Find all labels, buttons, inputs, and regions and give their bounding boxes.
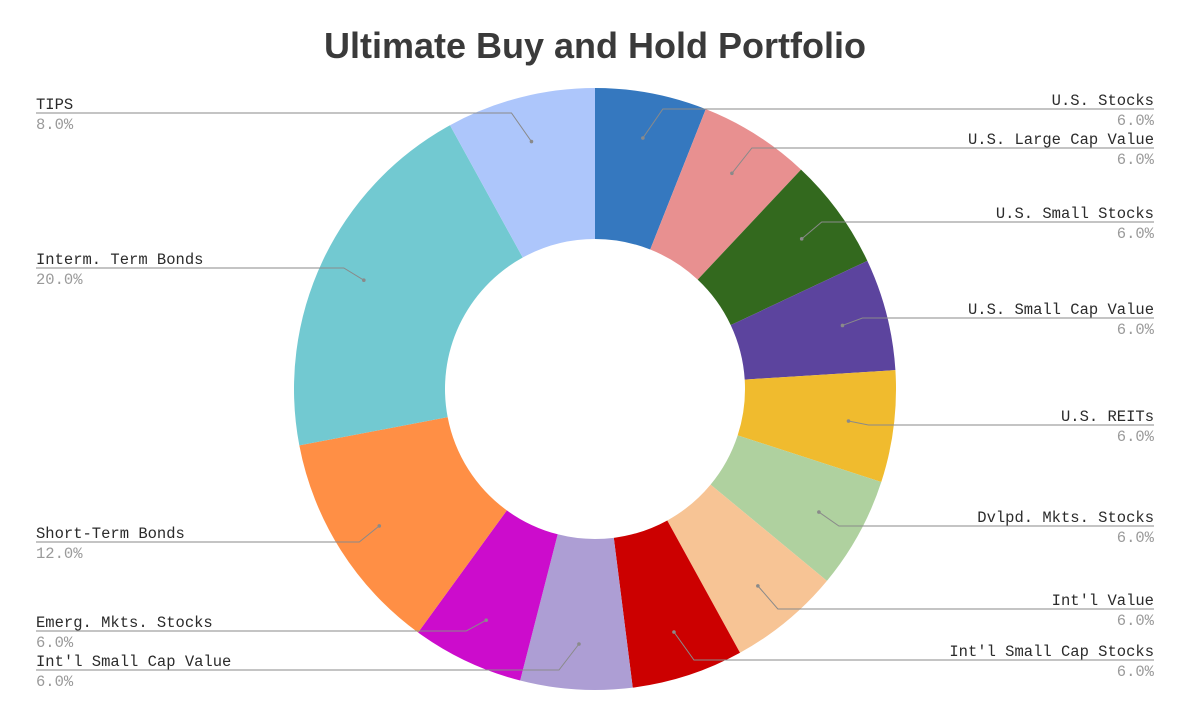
- label-group-tips: TIPS 8.0%: [36, 96, 534, 144]
- slice-label-int-l-small-cap-stocks: Int'l Small Cap Stocks: [949, 643, 1154, 661]
- slice-value-u-s-reits: 6.0%: [1117, 428, 1155, 446]
- slice-int-l-small-cap-stocks[interactable]: [613, 520, 741, 688]
- slice-value-u-s-small-stocks: 6.0%: [1117, 225, 1155, 243]
- slice-value-short-term-bonds: 12.0%: [36, 545, 83, 563]
- slice-value-u-s-stocks: 6.0%: [1117, 112, 1155, 130]
- slice-value-emerg-mkts-stocks: 6.0%: [36, 634, 74, 652]
- leader-line-u-s-small-stocks: [801, 221, 1154, 240]
- slice-label-emerg-mkts-stocks: Emerg. Mkts. Stocks: [36, 614, 213, 632]
- leader-line-u-s-stocks: [642, 108, 1154, 139]
- leader-dot-u-s-stocks: [641, 136, 645, 140]
- label-group-int-l-small-cap-stocks: Int'l Small Cap Stocks 6.0%: [672, 630, 1155, 681]
- slice-label-u-s-stocks: U.S. Stocks: [1052, 92, 1154, 110]
- slice-value-int-l-small-cap-stocks: 6.0%: [1117, 663, 1155, 681]
- slice-value-int-l-value: 6.0%: [1117, 612, 1155, 630]
- leader-dot-dvlpd-mkts-stocks: [817, 510, 821, 514]
- label-group-u-s-stocks: U.S. Stocks 6.0%: [641, 92, 1155, 140]
- slice-emerg-mkts-stocks[interactable]: [418, 510, 558, 681]
- leader-line-int-l-small-cap-stocks: [673, 631, 1154, 661]
- leader-dot-u-s-small-stocks: [799, 237, 804, 241]
- leader-line-u-s-reits: [848, 420, 1154, 426]
- leader-dot-interm-term-bonds: [362, 278, 366, 283]
- leader-line-tips: [36, 112, 532, 142]
- slice-value-interm-term-bonds: 20.0%: [36, 271, 83, 289]
- leader-dot-emerg-mkts-stocks: [484, 618, 489, 622]
- slice-u-s-stocks[interactable]: [595, 88, 706, 250]
- label-group-emerg-mkts-stocks: Emerg. Mkts. Stocks 6.0%: [36, 614, 489, 652]
- slice-dvlpd-mkts-stocks[interactable]: [710, 435, 882, 581]
- leader-dot-int-l-small-cap-value: [577, 642, 581, 646]
- leader-dot-u-s-small-cap-value: [840, 323, 845, 328]
- chart-title: Ultimate Buy and Hold Portfolio: [324, 25, 866, 66]
- slice-value-int-l-small-cap-value: 6.0%: [36, 673, 74, 691]
- leader-line-int-l-value: [757, 585, 1154, 610]
- leader-dot-u-s-large-cap-value: [730, 171, 734, 176]
- slice-int-l-value[interactable]: [667, 484, 827, 653]
- leader-line-dvlpd-mkts-stocks: [818, 511, 1154, 527]
- leader-dot-short-term-bonds: [377, 524, 382, 528]
- slice-value-tips: 8.0%: [36, 116, 74, 134]
- slice-label-u-s-large-cap-value: U.S. Large Cap Value: [968, 131, 1154, 149]
- label-group-u-s-large-cap-value: U.S. Large Cap Value 6.0%: [730, 131, 1155, 176]
- slice-interm-term-bonds[interactable]: [294, 125, 523, 446]
- label-group-dvlpd-mkts-stocks: Dvlpd. Mkts. Stocks 6.0%: [817, 509, 1155, 547]
- leader-dot-int-l-value: [756, 584, 760, 588]
- slice-label-u-s-small-stocks: U.S. Small Stocks: [996, 205, 1154, 223]
- label-group-short-term-bonds: Short-Term Bonds 12.0%: [36, 524, 382, 563]
- leader-dot-int-l-small-cap-stocks: [672, 630, 676, 634]
- slice-label-interm-term-bonds: Interm. Term Bonds: [36, 251, 203, 269]
- slice-label-dvlpd-mkts-stocks: Dvlpd. Mkts. Stocks: [977, 509, 1154, 527]
- slice-u-s-small-cap-value[interactable]: [730, 260, 896, 380]
- slice-value-dvlpd-mkts-stocks: 6.0%: [1117, 529, 1155, 547]
- leader-line-emerg-mkts-stocks: [36, 619, 487, 632]
- slice-label-u-s-small-cap-value: U.S. Small Cap Value: [968, 301, 1154, 319]
- leader-line-int-l-small-cap-value: [36, 643, 580, 671]
- slice-tips[interactable]: [449, 88, 595, 258]
- slice-label-short-term-bonds: Short-Term Bonds: [36, 525, 185, 543]
- slice-value-u-s-large-cap-value: 6.0%: [1117, 151, 1155, 169]
- label-group-u-s-small-stocks: U.S. Small Stocks 6.0%: [799, 205, 1155, 243]
- slice-int-l-small-cap-value[interactable]: [520, 534, 633, 690]
- label-group-interm-term-bonds: Interm. Term Bonds 20.0%: [36, 251, 366, 289]
- slice-label-u-s-reits: U.S. REITs: [1061, 408, 1154, 426]
- slice-label-tips: TIPS: [36, 96, 73, 114]
- slice-u-s-large-cap-value[interactable]: [650, 109, 802, 280]
- leader-dot-tips: [529, 139, 534, 144]
- label-group-u-s-reits: U.S. REITs 6.0%: [846, 408, 1155, 446]
- slice-u-s-small-stocks[interactable]: [697, 169, 868, 326]
- label-group-int-l-small-cap-value: Int'l Small Cap Value 6.0%: [36, 642, 581, 691]
- donut-slices: [294, 88, 896, 690]
- slice-u-s-reits[interactable]: [737, 370, 896, 483]
- leader-line-short-term-bonds: [36, 525, 380, 543]
- slice-short-term-bonds[interactable]: [299, 417, 507, 633]
- slice-label-int-l-small-cap-value: Int'l Small Cap Value: [36, 653, 231, 671]
- slice-value-u-s-small-cap-value: 6.0%: [1117, 321, 1155, 339]
- leader-line-interm-term-bonds: [36, 267, 365, 281]
- leader-dot-u-s-reits: [846, 419, 851, 423]
- leader-line-u-s-large-cap-value: [731, 147, 1154, 174]
- label-group-u-s-small-cap-value: U.S. Small Cap Value 6.0%: [840, 301, 1155, 339]
- leader-line-u-s-small-cap-value: [842, 317, 1154, 326]
- slice-label-int-l-value: Int'l Value: [1052, 592, 1154, 610]
- label-group-int-l-value: Int'l Value 6.0%: [756, 584, 1155, 630]
